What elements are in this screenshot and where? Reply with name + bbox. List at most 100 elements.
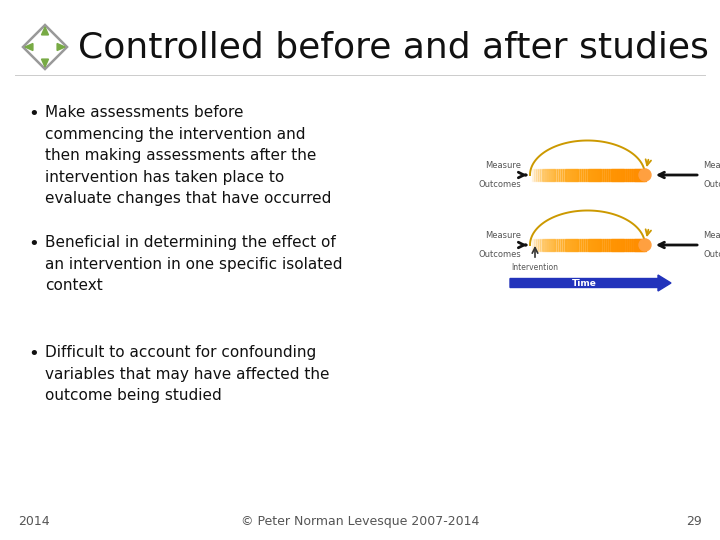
Bar [545, 169, 548, 181]
Text: Measure: Measure [485, 161, 521, 170]
Bar [564, 169, 567, 181]
Bar [557, 169, 559, 181]
Bar [597, 169, 600, 181]
Bar [541, 239, 544, 251]
Bar [642, 169, 644, 181]
Bar [551, 169, 554, 181]
Bar [536, 239, 538, 251]
Bar [611, 169, 613, 181]
Bar [595, 169, 598, 181]
Bar [630, 239, 632, 251]
Bar [547, 239, 549, 251]
Text: Intervention: Intervention [511, 263, 559, 272]
Bar [599, 169, 601, 181]
Text: Time: Time [572, 279, 596, 287]
Polygon shape [42, 27, 48, 35]
Text: Outcomes: Outcomes [703, 250, 720, 259]
Bar [601, 169, 603, 181]
Bar [544, 169, 546, 181]
Bar [628, 239, 630, 251]
Bar [574, 239, 577, 251]
Bar [593, 239, 595, 251]
Polygon shape [57, 44, 65, 51]
Bar [591, 169, 594, 181]
Bar [628, 169, 630, 181]
Bar [622, 169, 624, 181]
Bar [590, 239, 592, 251]
Bar [576, 169, 578, 181]
Bar [643, 169, 646, 181]
Bar [561, 239, 563, 251]
Bar [538, 169, 540, 181]
Bar [532, 169, 534, 181]
Circle shape [639, 239, 651, 251]
Text: Measure: Measure [703, 231, 720, 240]
Text: Outcomes: Outcomes [478, 250, 521, 259]
Bar [532, 239, 534, 251]
Text: •: • [28, 345, 39, 363]
Bar [608, 169, 611, 181]
Text: •: • [28, 105, 39, 123]
Text: •: • [28, 235, 39, 253]
Bar [599, 239, 601, 251]
Bar [567, 169, 569, 181]
Bar [584, 239, 586, 251]
Bar [622, 239, 624, 251]
Bar [530, 169, 532, 181]
Bar [549, 169, 552, 181]
Bar [562, 239, 565, 251]
Bar [539, 239, 542, 251]
Text: © Peter Norman Levesque 2007-2014: © Peter Norman Levesque 2007-2014 [240, 515, 480, 528]
Bar [595, 239, 598, 251]
Bar [578, 239, 580, 251]
Bar [557, 239, 559, 251]
Bar [585, 239, 588, 251]
Bar [611, 239, 613, 251]
Bar [547, 169, 549, 181]
Bar [570, 169, 572, 181]
Bar [637, 239, 640, 251]
Bar [639, 169, 642, 181]
Bar [580, 239, 582, 251]
Bar [614, 239, 617, 251]
Bar [580, 169, 582, 181]
Text: 2014: 2014 [18, 515, 50, 528]
Bar [608, 239, 611, 251]
Bar [538, 239, 540, 251]
Bar [559, 169, 561, 181]
Bar [631, 169, 634, 181]
Bar [553, 169, 555, 181]
FancyArrow shape [510, 275, 671, 291]
Bar [570, 239, 572, 251]
Bar [561, 169, 563, 181]
Text: Controlled before and after studies: Controlled before and after studies [78, 30, 709, 64]
Text: Make assessments before
commencing the intervention and
then making assessments : Make assessments before commencing the i… [45, 105, 331, 206]
Bar [607, 169, 609, 181]
Bar [603, 239, 606, 251]
Bar [562, 169, 565, 181]
Bar [634, 239, 636, 251]
Bar [620, 239, 623, 251]
Bar [607, 239, 609, 251]
Bar [576, 239, 578, 251]
Text: Outcomes: Outcomes [703, 180, 720, 189]
Bar [567, 239, 569, 251]
Bar [601, 239, 603, 251]
Bar [626, 169, 629, 181]
Bar [553, 239, 555, 251]
Polygon shape [25, 44, 33, 51]
Bar [582, 169, 584, 181]
Bar [605, 239, 607, 251]
Bar [636, 239, 638, 251]
Bar [620, 169, 623, 181]
Circle shape [639, 169, 651, 181]
Bar [559, 239, 561, 251]
Bar [530, 239, 532, 251]
Bar [637, 169, 640, 181]
Bar [585, 169, 588, 181]
Bar [636, 169, 638, 181]
Bar [605, 169, 607, 181]
Bar [541, 169, 544, 181]
Text: 29: 29 [686, 515, 702, 528]
Bar [614, 169, 617, 181]
